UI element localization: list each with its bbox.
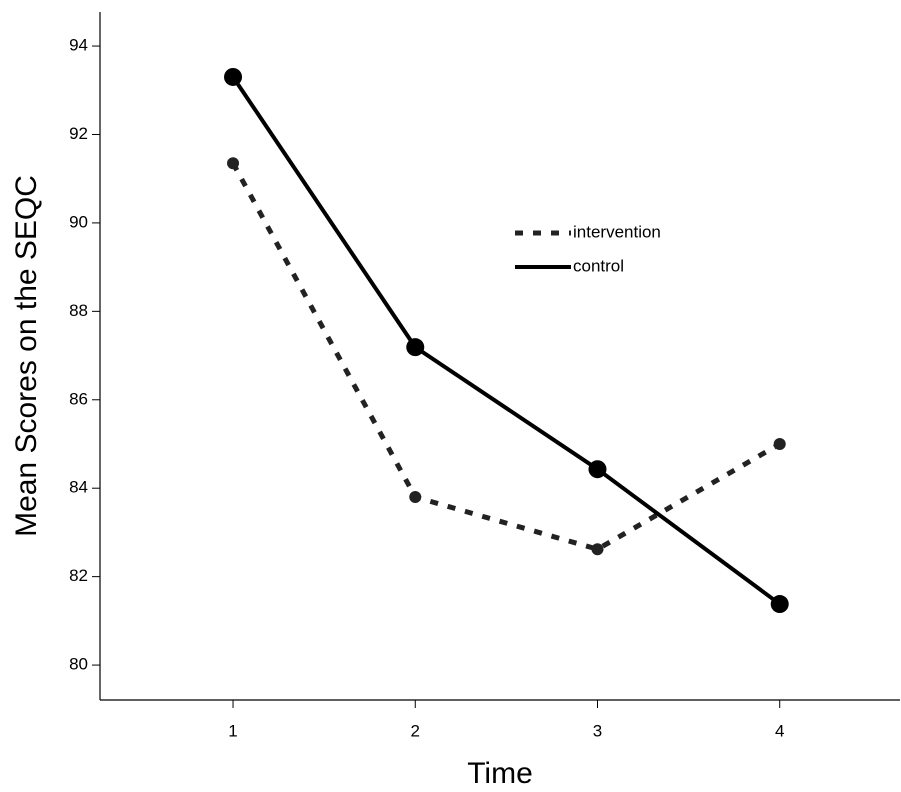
y-tick-label: 94 <box>69 36 88 55</box>
legend-label: intervention <box>573 222 661 241</box>
x-tick-label: 4 <box>775 721 784 740</box>
y-tick-label: 86 <box>69 389 88 408</box>
series-line <box>231 75 781 606</box>
y-tick-label: 80 <box>69 655 88 674</box>
y-tick-label: 82 <box>69 566 88 585</box>
data-point <box>406 338 425 357</box>
data-point <box>591 543 604 556</box>
data-point <box>588 460 607 479</box>
y-tick-label: 88 <box>69 301 88 320</box>
data-point <box>409 491 422 504</box>
x-tick-label: 3 <box>593 721 602 740</box>
data-point <box>227 157 240 170</box>
data-point <box>224 67 243 86</box>
y-tick-label: 92 <box>69 124 88 143</box>
x-tick-label: 1 <box>228 721 237 740</box>
data-point <box>770 595 789 614</box>
data-point <box>773 437 786 450</box>
legend-label: control <box>573 256 624 275</box>
series-line <box>230 162 781 552</box>
y-tick-label: 90 <box>69 212 88 231</box>
y-axis-title: Mean Scores on the SEQC <box>10 175 43 537</box>
x-tick-label: 2 <box>411 721 420 740</box>
x-axis-title: Time <box>467 757 533 790</box>
y-tick-label: 84 <box>69 478 88 497</box>
